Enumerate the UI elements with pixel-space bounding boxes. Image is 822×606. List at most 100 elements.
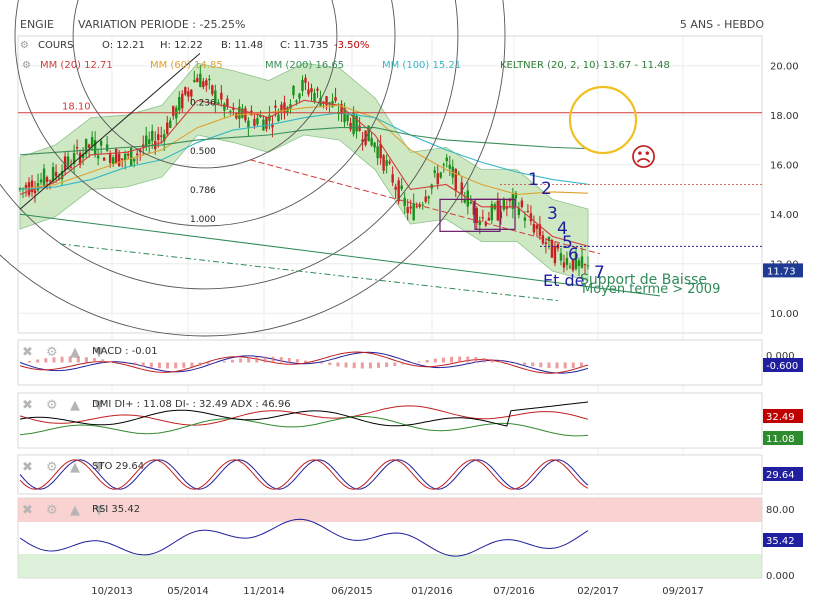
x-tick-label: 01/2016 bbox=[411, 586, 453, 597]
mm100-line bbox=[19, 112, 589, 190]
move-down-icon[interactable]: ▼ bbox=[94, 345, 104, 360]
candle-body bbox=[496, 200, 500, 221]
y-tick-label: 16.00 bbox=[770, 161, 799, 172]
settings-icon[interactable]: ⚙ bbox=[46, 345, 58, 360]
candle-body bbox=[424, 196, 427, 202]
candle-body bbox=[90, 137, 94, 147]
candle-body bbox=[81, 153, 85, 158]
candle-body bbox=[262, 119, 265, 131]
macd-histogram-bar bbox=[377, 362, 381, 368]
dmi-line-0 bbox=[19, 405, 589, 426]
indicator-y-tick: 80.00 bbox=[766, 505, 795, 516]
macd-histogram-bar bbox=[166, 362, 170, 369]
fib-arc bbox=[0, 0, 459, 290]
candle-body bbox=[442, 164, 445, 166]
candle-body bbox=[454, 169, 457, 191]
candle-body bbox=[169, 120, 172, 128]
candle-body bbox=[136, 153, 139, 156]
candle-body bbox=[382, 155, 385, 171]
candle-body bbox=[18, 188, 22, 190]
close-icon[interactable]: ✖ bbox=[22, 503, 33, 518]
move-up-icon[interactable]: ▲ bbox=[70, 503, 80, 518]
macd-histogram-bar bbox=[506, 361, 510, 363]
candle-body bbox=[547, 236, 551, 242]
candle-body bbox=[96, 155, 100, 159]
candle-body bbox=[232, 107, 235, 110]
candle-body bbox=[265, 117, 268, 129]
candle-body bbox=[397, 180, 400, 202]
indicator-value-text: 29.64 bbox=[766, 470, 795, 481]
candle-body bbox=[469, 201, 472, 204]
dmi-line-1 bbox=[19, 416, 589, 437]
macd-histogram-bar bbox=[466, 356, 470, 363]
indicator-y-tick: 0.000 bbox=[766, 571, 795, 582]
macd-histogram-bar bbox=[490, 358, 494, 363]
settings-icon[interactable]: ⚙ bbox=[46, 398, 58, 413]
move-up-icon[interactable]: ▲ bbox=[70, 398, 80, 413]
macd-histogram-bar bbox=[141, 362, 145, 367]
macd-histogram-bar bbox=[514, 362, 518, 364]
move-down-icon[interactable]: ▼ bbox=[94, 398, 104, 413]
candle-body bbox=[295, 100, 298, 103]
macd-histogram-bar bbox=[571, 362, 575, 369]
move-up-icon[interactable]: ▲ bbox=[70, 460, 80, 475]
candle-body bbox=[223, 103, 226, 111]
move-down-icon[interactable]: ▼ bbox=[94, 460, 104, 475]
candle-body bbox=[520, 200, 524, 208]
macd-histogram-bar bbox=[182, 362, 186, 368]
candle-body bbox=[514, 192, 518, 199]
macd-histogram-bar bbox=[498, 360, 502, 363]
macd-histogram-bar bbox=[304, 360, 307, 363]
indicator-value-text: -0.600 bbox=[766, 361, 798, 372]
macd-histogram-bar bbox=[174, 362, 178, 369]
candle-body bbox=[114, 148, 118, 164]
settings-icon[interactable]: ⚙ bbox=[46, 503, 58, 518]
candle-body bbox=[433, 170, 436, 173]
candle-body bbox=[220, 92, 223, 100]
candle-body bbox=[66, 156, 70, 166]
macd-histogram-bar bbox=[360, 362, 364, 369]
last-price-tag bbox=[763, 263, 803, 278]
candle-body bbox=[541, 235, 545, 244]
close-icon[interactable]: ✖ bbox=[22, 345, 33, 360]
macd-histogram-bar bbox=[474, 357, 478, 363]
sad-face-icon: ☹ bbox=[630, 143, 657, 173]
candle-body bbox=[511, 194, 515, 209]
wave-label: 3 bbox=[547, 204, 558, 224]
indicator-panel-rsi: ✖ ⚙ ▲ ▼RSI 35.42 80.00 0.000 35.42 bbox=[17, 497, 803, 582]
period-selector[interactable]: 5 ANS - HEBDO bbox=[679, 18, 764, 31]
candle-body bbox=[148, 139, 151, 144]
candle-body bbox=[571, 259, 575, 271]
candle-body bbox=[535, 225, 539, 229]
fib-label: 0.236 bbox=[190, 99, 216, 109]
candle-body bbox=[160, 135, 163, 137]
move-up-icon[interactable]: ▲ bbox=[70, 345, 80, 360]
candle-body bbox=[123, 153, 127, 161]
candle-body bbox=[247, 120, 250, 128]
close-icon[interactable]: ✖ bbox=[22, 460, 33, 475]
macd-histogram-bar bbox=[133, 362, 137, 366]
candle-body bbox=[538, 224, 542, 236]
macd-histogram-bar bbox=[409, 362, 413, 364]
candle-body bbox=[355, 115, 358, 132]
candle-body bbox=[178, 97, 181, 111]
support-line bbox=[19, 213, 661, 297]
fib-arc bbox=[72, 0, 338, 169]
annotation-moyen-terme: Moyen terme > 2009 bbox=[582, 282, 720, 297]
move-down-icon[interactable]: ▼ bbox=[94, 503, 104, 518]
settings-icon[interactable]: ⚙ bbox=[46, 460, 58, 475]
candle-body bbox=[343, 108, 346, 123]
candle-body bbox=[529, 213, 533, 222]
candle-body bbox=[349, 122, 352, 130]
macd-histogram-bar bbox=[328, 362, 332, 366]
macd-histogram-bar bbox=[36, 359, 40, 363]
gear-icon: ⚙ bbox=[20, 40, 29, 51]
macd-histogram-bar bbox=[109, 360, 113, 363]
indicator-label: STO 29.64 bbox=[92, 461, 144, 472]
candle-body bbox=[105, 144, 109, 151]
close-icon[interactable]: ✖ bbox=[22, 398, 33, 413]
candle-body bbox=[54, 171, 58, 177]
legend-open: O: 12.21 bbox=[102, 40, 145, 51]
wave-label: 4 bbox=[557, 219, 568, 239]
